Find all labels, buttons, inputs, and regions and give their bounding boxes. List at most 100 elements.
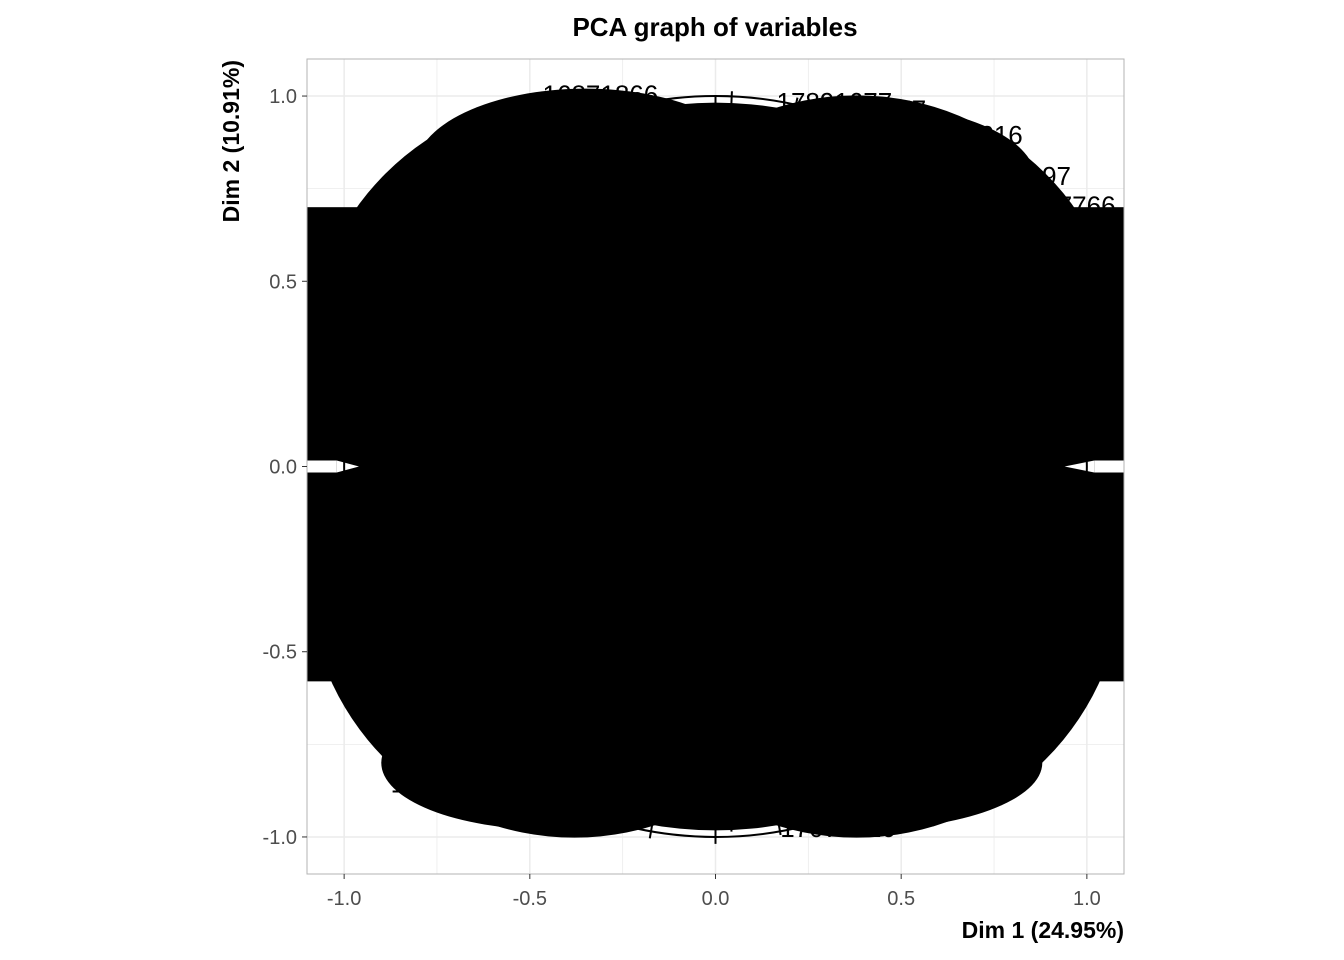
y-tick-label: 1.0: [269, 86, 297, 108]
variable-arrow: [714, 247, 1002, 468]
variable-arrow: [506, 465, 717, 738]
variable-arrow: [402, 285, 716, 468]
variable-arrow: [377, 390, 716, 468]
variable-arrow: [586, 466, 717, 819]
variable-arrow: [714, 465, 971, 700]
variable-arrow: [442, 465, 717, 696]
variable-arrow: [462, 465, 717, 698]
variable-arrow: [714, 249, 1027, 468]
variable-arrow: [715, 465, 1074, 547]
y-axis-ticks: -1.0 -0.5 0.0 0.5 1.0: [263, 86, 307, 849]
variable-arrow: [714, 132, 839, 467]
x-axis-ticks: -1.0 -0.5 0.0 0.5 1.0: [327, 874, 1101, 910]
correlation-circle: [343, 95, 1088, 838]
variable-arrow: [715, 433, 1079, 468]
variable-arrow: [714, 133, 872, 467]
variable-arrow: [649, 96, 717, 467]
x-axis-title: Dim 1 (24.95%): [962, 917, 1124, 943]
variable-arrow: [413, 465, 716, 642]
variable-arrow: [714, 189, 930, 468]
variable-arrow: [570, 157, 717, 467]
variable-arrow: [460, 233, 717, 468]
variable-arrow: [357, 369, 716, 468]
variable-arrow: [667, 466, 717, 822]
variable-arrows-mass: [307, 88, 1124, 844]
x-tick-label: 0.5: [887, 888, 915, 910]
variable-arrow: [715, 465, 1088, 484]
variable-arrow: [714, 465, 1012, 694]
variable-arrow: [714, 465, 983, 691]
variable-arrow: [517, 157, 717, 468]
variable-arrow: [714, 270, 1024, 468]
variable-arrow: [714, 465, 978, 728]
axis-gap-left: [307, 460, 337, 473]
variable-arrow: [714, 195, 965, 468]
variable-arrow: [378, 465, 716, 527]
variable-arrow: [481, 465, 717, 745]
variable-arrow: [715, 465, 1041, 636]
variable-arrow: [517, 184, 717, 468]
variable-arrow: [391, 465, 716, 602]
variable-arrow: [715, 449, 1094, 468]
variable-arrow: [715, 465, 1064, 514]
variable-arrow: [412, 465, 717, 679]
variable-arrow: [424, 465, 717, 653]
variable-arrow: [383, 465, 716, 640]
variable-arrow: [715, 369, 1075, 468]
variable-arrow: [423, 262, 717, 468]
variable-arrow: [714, 465, 898, 780]
variable-arrow: [474, 179, 717, 468]
variable-label: 17616: [950, 120, 1022, 150]
variable-arrow: [714, 117, 861, 467]
variable-arrow: [714, 109, 780, 467]
variable-arrow: [715, 420, 1056, 468]
variable-arrow: [684, 466, 717, 807]
variable-arrow: [359, 465, 716, 515]
variable-arrow: [415, 465, 717, 697]
variable-arrow: [714, 466, 763, 814]
variable-arrow: [585, 111, 717, 467]
variable-arrow: [567, 466, 717, 781]
variable-label: 16397: [999, 161, 1071, 191]
y-axis-title: Dim 2 (10.91%): [218, 60, 244, 222]
variable-arrow: [529, 465, 717, 787]
variable-arrow: [715, 465, 1058, 575]
variable-arrow: [715, 361, 1047, 468]
variable-arrow: [714, 465, 944, 738]
variable-arrow: [715, 465, 1090, 501]
variable-arrow: [714, 466, 733, 832]
variable-arrow: [714, 161, 876, 467]
x-tick-label: -1.0: [327, 888, 361, 910]
variable-arrow: [714, 202, 938, 468]
variable-arrow: [715, 294, 1013, 468]
axis-gap-right: [1094, 460, 1124, 473]
variable-arrow: [625, 466, 717, 798]
variable-arrow: [398, 334, 716, 468]
variable-arrow: [714, 465, 1013, 656]
variable-arrow: [714, 466, 747, 808]
variable-arrow: [375, 465, 716, 626]
variable-arrow: [684, 121, 717, 467]
variable-arrow: [350, 465, 716, 484]
variable-arrow: [512, 465, 717, 785]
variable-arrow: [699, 121, 717, 467]
x-tick-label: 1.0: [1073, 888, 1101, 910]
variable-arrow: [714, 199, 984, 468]
variable-label: 17766: [1043, 191, 1115, 221]
variable-arrow: [341, 432, 716, 468]
variable-arrow: [714, 465, 971, 745]
variable-arrow: [379, 291, 716, 468]
variable-arrow: [511, 465, 717, 757]
variable-arrow: [432, 229, 717, 468]
variable-arrow: [572, 466, 717, 810]
variable-label: 16871866: [543, 79, 659, 109]
variable-label: 16711: [391, 769, 461, 799]
variable-arrow: [715, 465, 1054, 527]
variable-label: 16357: [854, 94, 926, 124]
variable-arrow: [635, 466, 717, 823]
variable-arrow: [501, 188, 717, 468]
variable-arrow: [608, 466, 717, 802]
variable-label: 17071820: [780, 813, 896, 843]
